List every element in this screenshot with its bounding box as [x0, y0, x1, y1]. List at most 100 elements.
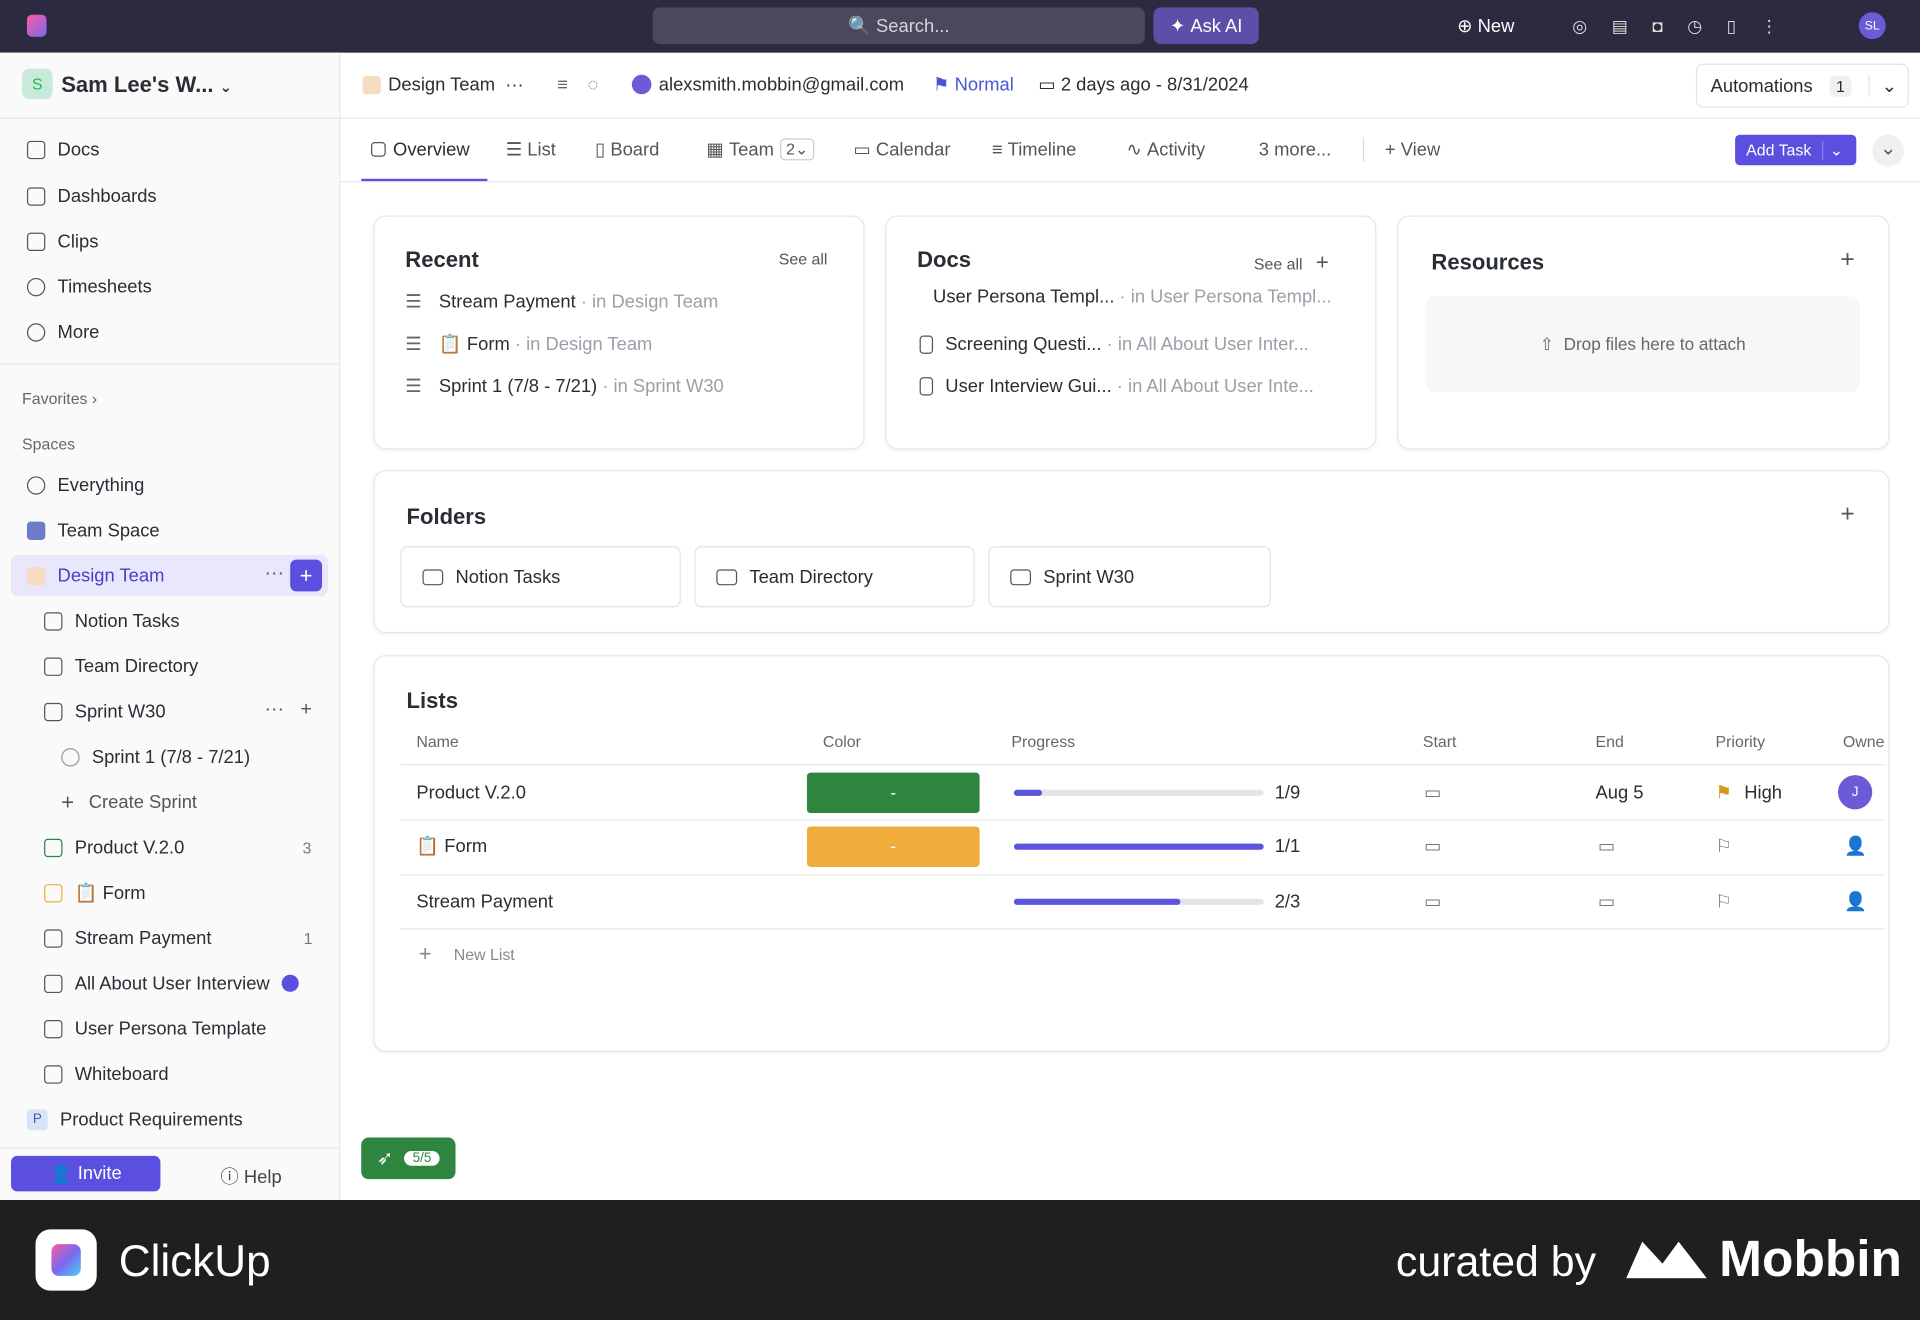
add-button[interactable]: +: [290, 559, 323, 592]
tree-item[interactable]: Design Team: [26, 557, 164, 594]
start-date[interactable]: ▭: [1424, 836, 1442, 858]
list-name[interactable]: Stream Payment: [416, 890, 554, 912]
more-button[interactable]: ···: [264, 563, 285, 585]
ask-ai[interactable]: ✦ Ask AI: [1153, 7, 1259, 45]
priority[interactable]: ⚑ High: [1715, 781, 1783, 804]
add-task[interactable]: Add Task ⌄: [1735, 134, 1857, 166]
tree-item[interactable]: Team Directory: [44, 648, 198, 685]
priority[interactable]: ⚐: [1715, 836, 1732, 858]
owner-avatar[interactable]: J: [1837, 775, 1873, 810]
nav-item[interactable]: Dashboards: [26, 178, 157, 215]
nav-item[interactable]: More: [26, 313, 99, 350]
tree-item[interactable]: Everything: [26, 467, 144, 504]
assignee[interactable]: alexsmith.mobbin@gmail.com: [631, 66, 905, 103]
workspace-name[interactable]: Sam Lee's W... ⌄: [61, 72, 232, 97]
tree-item[interactable]: Notion Tasks: [44, 602, 180, 639]
tree-label: Create Sprint: [88, 791, 198, 813]
end-date[interactable]: ▭: [1597, 836, 1616, 858]
search[interactable]: 🔍 Search...: [652, 7, 1145, 45]
start-date[interactable]: ▭: [1424, 891, 1442, 913]
folder[interactable]: Sprint W30: [988, 546, 1272, 608]
tab-label: Timeline: [1007, 138, 1077, 160]
nav-item[interactable]: Timesheets: [26, 268, 152, 305]
tree-item[interactable]: Sprint W30: [44, 693, 166, 730]
tab[interactable]: Overview: [371, 131, 470, 168]
folder[interactable]: Team Directory: [694, 546, 975, 608]
color-cell: -: [806, 772, 980, 814]
tab[interactable]: ☰ List: [505, 138, 556, 161]
priority[interactable]: ⚐: [1715, 891, 1732, 913]
tree-item[interactable]: 📋 Form: [44, 874, 146, 911]
tab[interactable]: ▭ Calendar: [853, 138, 951, 161]
column-header: Progress: [1011, 732, 1076, 751]
tree-item[interactable]: Product V.2.0: [44, 829, 184, 866]
card-title: Docs: [917, 247, 972, 272]
item-location: in Design Team: [526, 333, 653, 355]
tab[interactable]: ▦ Team 2⌄: [707, 131, 815, 168]
tree-item[interactable]: Whiteboard: [44, 1056, 169, 1093]
doc-item[interactable]: User Interview Gui... · in All About Use…: [919, 367, 1314, 404]
progress-fill: [1013, 843, 1264, 850]
favorites[interactable]: Favorites ›: [22, 388, 98, 408]
curated-by: curated by: [1395, 1237, 1597, 1286]
nav-item[interactable]: Docs: [26, 131, 99, 168]
tree-item[interactable]: Sprint 1 (7/8 - 7/21): [61, 738, 250, 775]
drop-zone[interactable]: ⇧ Drop files here to attach: [1425, 296, 1861, 392]
add-resource[interactable]: +: [1840, 246, 1855, 274]
view-text: View: [1400, 138, 1441, 160]
help-button[interactable]: ⓘ Help: [220, 1166, 282, 1188]
dates[interactable]: ▭ 2 days ago - 8/31/2024: [1038, 74, 1249, 96]
doc-item[interactable]: Screening Questi... · in All About User …: [919, 326, 1309, 363]
email: alexsmith.mobbin@gmail.com: [658, 74, 905, 95]
tree-label: Sprint 1 (7/8 - 7/21): [91, 746, 251, 768]
add-view[interactable]: + View: [1384, 138, 1441, 160]
see-all[interactable]: See all: [778, 249, 828, 269]
mobbin-logo: [1626, 1241, 1707, 1279]
automations[interactable]: Automations 1 ⌄: [1695, 63, 1909, 108]
recent-item[interactable]: ☰ 📋 Form · in Design Team: [405, 333, 653, 356]
more-button[interactable]: ··· +: [264, 699, 312, 721]
tree-item[interactable]: All About User Interview: [44, 965, 300, 1002]
list-name[interactable]: 📋 Form: [416, 836, 488, 858]
tree-item[interactable]: P Product Requirements: [26, 1101, 243, 1138]
item-location: in Design Team: [592, 290, 719, 312]
tab[interactable]: 3 more...: [1259, 131, 1331, 168]
tree-item[interactable]: Team Space: [26, 512, 160, 549]
onboarding[interactable]: ➶ 5/5: [361, 1137, 456, 1180]
collapse[interactable]: ⌄: [1872, 134, 1905, 167]
nav-label: Clips: [57, 230, 99, 252]
list-name[interactable]: Product V.2.0: [416, 781, 526, 803]
see-all[interactable]: See all +: [1253, 249, 1329, 275]
new-list[interactable]: + New List: [418, 941, 515, 966]
sidebar: S Sam Lee's W... ⌄ Docs Dashboards Clips…: [0, 52, 341, 1201]
tab-label: 3 more...: [1258, 138, 1332, 160]
tree-item[interactable]: Stream Payment: [44, 920, 211, 957]
avatar[interactable]: SL: [1858, 12, 1886, 40]
doc-item[interactable]: User Persona Templ... · in User Persona …: [933, 285, 1332, 307]
owner[interactable]: 👤: [1844, 891, 1867, 913]
add-folder[interactable]: +: [1840, 500, 1855, 528]
tab[interactable]: ∿ Activity: [1126, 138, 1206, 161]
tree-item[interactable]: + Create Sprint: [61, 789, 198, 814]
space-name: Design Team: [388, 74, 496, 95]
recent-item[interactable]: ☰ Sprint 1 (7/8 - 7/21) · in Sprint W30: [405, 375, 724, 397]
start-date[interactable]: ▭: [1424, 782, 1442, 804]
end-date[interactable]: ▭: [1597, 891, 1616, 913]
search-text: Search...: [876, 15, 950, 37]
end-date[interactable]: Aug 5: [1595, 781, 1644, 803]
invite-button[interactable]: 👤 Invite: [11, 1155, 161, 1192]
recent-card: [373, 215, 865, 450]
logo[interactable]: [26, 14, 47, 37]
owner[interactable]: 👤: [1844, 836, 1867, 858]
folder[interactable]: Notion Tasks: [400, 546, 681, 608]
new-button[interactable]: ⊕ New: [1457, 15, 1515, 37]
tab[interactable]: ▯ Board: [595, 138, 660, 161]
automations-count: 1: [1829, 75, 1851, 97]
recent-item[interactable]: ☰ Stream Payment · in Design Team: [405, 290, 719, 313]
breadcrumb[interactable]: Design Team ···: [362, 66, 524, 103]
tab[interactable]: ≡ Timeline: [991, 138, 1077, 160]
card-title: Recent: [405, 247, 479, 272]
tree-item[interactable]: User Persona Template: [44, 1010, 266, 1047]
priority[interactable]: ⚑ Normal: [933, 74, 1014, 96]
nav-item[interactable]: Clips: [26, 223, 99, 260]
